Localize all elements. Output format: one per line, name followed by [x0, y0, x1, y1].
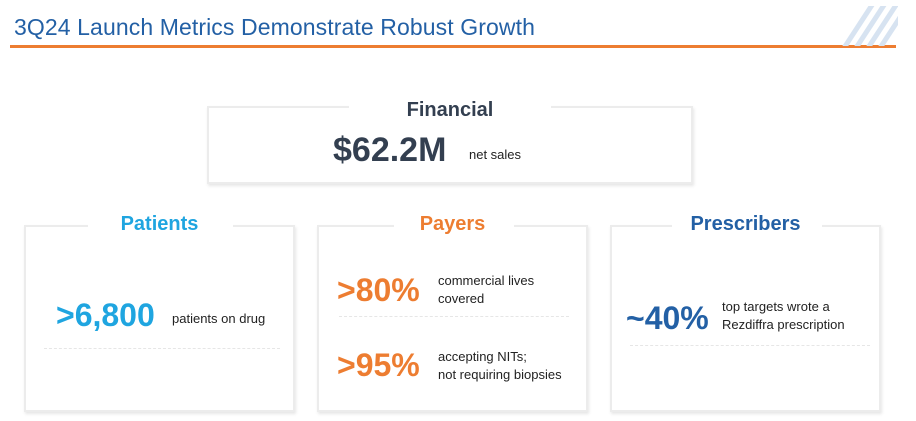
payers-heading: Payers [419, 213, 486, 235]
patients-description: patients on drug [172, 311, 266, 326]
financial-heading: Financial [406, 99, 494, 121]
financial-value: $62.2M [333, 131, 447, 169]
prescribers-divider [630, 345, 870, 346]
title-underline [10, 45, 896, 48]
payers-metric-1-description: commercial lives covered [438, 273, 535, 306]
patients-divider [44, 348, 280, 349]
payers-panel: Payers >80% commercial lives covered >95… [317, 213, 588, 412]
patients-heading: Patients [120, 213, 199, 235]
financial-panel: Financial $62.2M net sales [207, 99, 693, 184]
payers-metric-1-value: >80% [337, 272, 420, 308]
financial-description: net sales [469, 147, 522, 162]
payers-metric-2-value: >95% [337, 347, 420, 383]
prescribers-panel: Prescribers ~40% top targets wrote a Rez… [610, 213, 881, 412]
slide-title: 3Q24 Launch Metrics Demonstrate Robust G… [14, 14, 535, 40]
patients-value: >6,800 [56, 297, 155, 333]
payers-metric-2-description: accepting NITs; not requiring biopsies [438, 349, 562, 382]
payers-divider [339, 316, 569, 317]
corner-stripes-decoration [842, 6, 898, 46]
prescribers-description: top targets wrote a Rezdiffra prescripti… [722, 299, 845, 332]
prescribers-value: ~40% [626, 300, 709, 336]
patients-panel: Patients >6,800 patients on drug [24, 213, 295, 412]
prescribers-heading: Prescribers [690, 213, 801, 235]
